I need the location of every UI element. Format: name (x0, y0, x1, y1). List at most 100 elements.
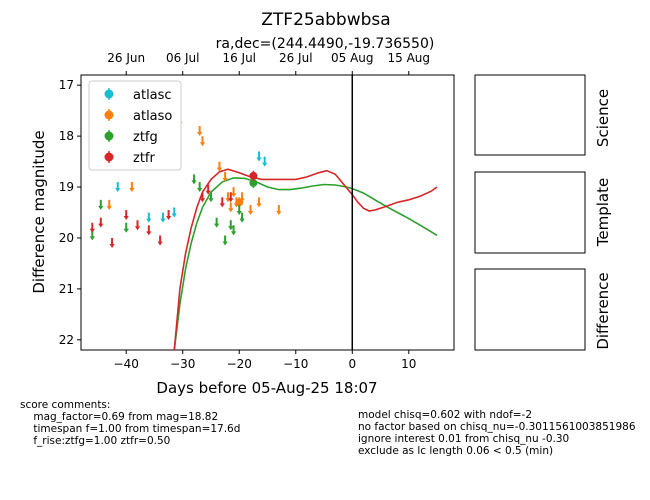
upper-limit-marker (247, 204, 254, 215)
data-point (235, 198, 244, 207)
upper-limit-marker (225, 192, 231, 203)
x-tick-label: −30 (170, 357, 195, 371)
upper-limit-marker (230, 225, 237, 236)
upper-limit-arrowhead (191, 180, 197, 185)
upper-limit-marker (197, 182, 203, 193)
top-tick-label: 26 Jul (279, 51, 313, 65)
legend-label: ztfr (133, 151, 155, 166)
score-comments: score comments: mag_factor=0.69 from mag… (20, 399, 241, 447)
x-tick-label: 0 (348, 357, 356, 371)
upper-limit-marker (239, 212, 245, 223)
upper-limit-marker (222, 235, 228, 246)
x-tick-label: 10 (401, 357, 416, 371)
difference-panel (474, 268, 586, 351)
upper-limit-marker (89, 222, 95, 233)
upper-limit-marker (191, 174, 197, 185)
upper-limit-arrowhead (165, 216, 172, 221)
y-tick-label: 19 (59, 180, 74, 194)
x-tick-label: −10 (283, 357, 308, 371)
upper-limit-marker (228, 192, 234, 203)
upper-limit-marker (171, 207, 177, 218)
upper-limit-marker (123, 210, 129, 221)
legend-marker (104, 89, 114, 99)
upper-limit-marker (256, 151, 262, 162)
top-tick-label: 06 Jul (166, 51, 200, 65)
upper-limit-marker (123, 222, 129, 233)
upper-limit-arrowhead (199, 198, 206, 203)
upper-limit-arrowhead (256, 203, 262, 208)
top-tick-label: 05 Aug (331, 51, 374, 65)
legend-label: atlasc (133, 88, 172, 103)
upper-limit-marker (157, 235, 163, 246)
upper-limit-arrowhead (230, 193, 237, 198)
upper-limit-marker (98, 217, 104, 228)
upper-limit-arrowhead (230, 231, 237, 236)
upper-limit-marker (228, 220, 234, 231)
plot-frame (80, 74, 455, 351)
top-tick-label: 15 Aug (388, 51, 431, 65)
data-point (249, 178, 258, 187)
upper-limit-arrowhead (146, 218, 152, 223)
legend: atlasc atlaso ztfg ztfr (88, 80, 182, 171)
upper-limit-marker (165, 210, 172, 221)
upper-limit-marker (134, 220, 141, 231)
y-tick-label: 21 (59, 282, 74, 296)
template-label: Template (594, 178, 612, 247)
upper-limit-arrowhead (123, 228, 129, 233)
upper-limit-arrowhead (115, 188, 121, 193)
model-curve (173, 177, 438, 350)
upper-limit-marker (199, 192, 206, 203)
x-tick-label: −40 (114, 357, 139, 371)
legend-label: ztfg (133, 130, 158, 145)
x-axis-label: Days before 05-Aug-25 18:07 (156, 379, 377, 397)
upper-limit-marker (236, 204, 242, 215)
upper-limit-arrowhead (197, 132, 203, 137)
upper-limit-arrowhead (262, 162, 268, 167)
upper-limit-arrowhead (129, 188, 135, 193)
upper-limit-arrowhead (160, 218, 166, 223)
model-comments: model chisq=0.602 with ndof=-2 no factor… (358, 409, 636, 457)
upper-limit-marker (230, 187, 237, 198)
upper-limit-marker (222, 171, 228, 182)
upper-limit-arrowhead (205, 190, 211, 195)
upper-limit-marker (262, 156, 268, 167)
upper-limit-arrowhead (216, 167, 223, 172)
y-axis-label: Difference magnitude (30, 130, 48, 293)
upper-limit-marker (216, 161, 223, 172)
upper-limit-marker (199, 136, 206, 147)
upper-limit-marker (129, 182, 135, 193)
upper-limit-marker (109, 238, 115, 249)
x-tick-label: −20 (227, 357, 252, 371)
upper-limit-arrowhead (123, 216, 129, 221)
upper-limit-marker (197, 126, 203, 137)
upper-limit-arrowhead (98, 223, 104, 228)
top-tick-label: 26 Jun (107, 51, 145, 65)
upper-limit-arrowhead (239, 218, 245, 223)
detection-point (249, 170, 258, 181)
y-tick-label: 17 (59, 78, 74, 92)
y-tick-label: 20 (59, 231, 74, 245)
upper-limit-arrowhead (197, 188, 203, 193)
legend-box (88, 80, 182, 171)
upper-limit-arrowhead (214, 223, 220, 228)
template-panel (474, 171, 586, 254)
upper-limit-arrowhead (199, 142, 206, 147)
y-tick-label: 22 (59, 333, 74, 347)
legend-marker (104, 110, 114, 120)
legend-label: atlaso (133, 109, 172, 124)
upper-limit-arrowhead (134, 226, 141, 231)
upper-limit-arrowhead (146, 231, 152, 236)
upper-limit-arrowhead (106, 205, 112, 210)
upper-limit-arrowhead (222, 177, 228, 182)
upper-limit-marker (228, 202, 234, 213)
upper-limit-arrowhead (222, 241, 228, 246)
upper-limit-marker (146, 212, 152, 223)
upper-limit-marker (276, 204, 282, 215)
upper-limit-arrowhead (157, 241, 163, 246)
upper-limit-arrowhead (256, 157, 262, 162)
cutout-panels: Science Template Difference (474, 74, 612, 351)
chart-subtitle: ra,dec=(244.4490,-19.736550) (216, 36, 435, 52)
upper-limit-arrowhead (89, 228, 95, 233)
upper-limit-arrowhead (228, 208, 234, 213)
